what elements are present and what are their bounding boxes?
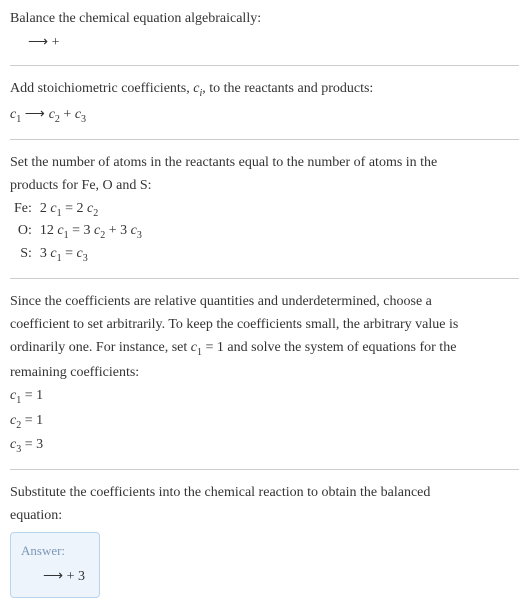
element-label: O: [10, 220, 36, 243]
sub-l1: Substitute the coefficients into the che… [10, 482, 519, 503]
sub-l2: equation: [10, 505, 519, 526]
arrow-icon: ⟶ [28, 33, 48, 49]
answer-content: ⟶ + 3 [21, 565, 85, 587]
equation-cell: 3 c1 = c3 [36, 243, 146, 266]
solution-row: c3 = 3 [10, 434, 519, 457]
solve-l1: Since the coefficients are relative quan… [10, 291, 519, 312]
atom-intro-l2: products for Fe, O and S: [10, 175, 519, 196]
atom-intro-l1: Set the number of atoms in the reactants… [10, 152, 519, 173]
arrow-icon: ⟶ [43, 567, 63, 583]
equation-cell: 12 c1 = 3 c2 + 3 c3 [36, 220, 146, 243]
solution-row: c2 = 1 [10, 410, 519, 433]
divider [10, 278, 519, 279]
divider [10, 65, 519, 66]
intro-line: Balance the chemical equation algebraica… [10, 8, 519, 29]
coef-reaction: c1 ⟶ c2 + c3 [10, 103, 519, 127]
element-label: S: [10, 243, 36, 266]
table-row: Fe: 2 c1 = 2 c2 [10, 198, 146, 221]
reaction-template: ⟶ + [10, 31, 519, 53]
equation-table: Fe: 2 c1 = 2 c2 O: 12 c1 = 3 c2 + 3 c3 S… [10, 198, 146, 266]
table-row: S: 3 c1 = c3 [10, 243, 146, 266]
solve-l2: coefficient to set arbitrarily. To keep … [10, 314, 519, 335]
solution-row: c1 = 1 [10, 385, 519, 408]
equation-cell: 2 c1 = 2 c2 [36, 198, 146, 221]
table-row: O: 12 c1 = 3 c2 + 3 c3 [10, 220, 146, 243]
plus-text: + [48, 35, 59, 50]
divider [10, 469, 519, 470]
stoich-intro: Add stoichiometric coefficients, ci, to … [10, 78, 519, 101]
divider [10, 139, 519, 140]
solve-l3: ordinarily one. For instance, set c1 = 1… [10, 337, 519, 360]
section-balance-intro: Balance the chemical equation algebraica… [10, 8, 519, 53]
section-atom-balance: Set the number of atoms in the reactants… [10, 152, 519, 266]
section-solve: Since the coefficients are relative quan… [10, 291, 519, 457]
answer-rhs: + 3 [63, 569, 85, 584]
arrow-icon: ⟶ [25, 105, 49, 121]
section-stoich-coef: Add stoichiometric coefficients, ci, to … [10, 78, 519, 127]
section-substitute: Substitute the coefficients into the che… [10, 482, 519, 598]
element-label: Fe: [10, 198, 36, 221]
solve-l4: remaining coefficients: [10, 362, 519, 383]
answer-label: Answer: [21, 541, 85, 561]
answer-box: Answer: ⟶ + 3 [10, 532, 100, 598]
